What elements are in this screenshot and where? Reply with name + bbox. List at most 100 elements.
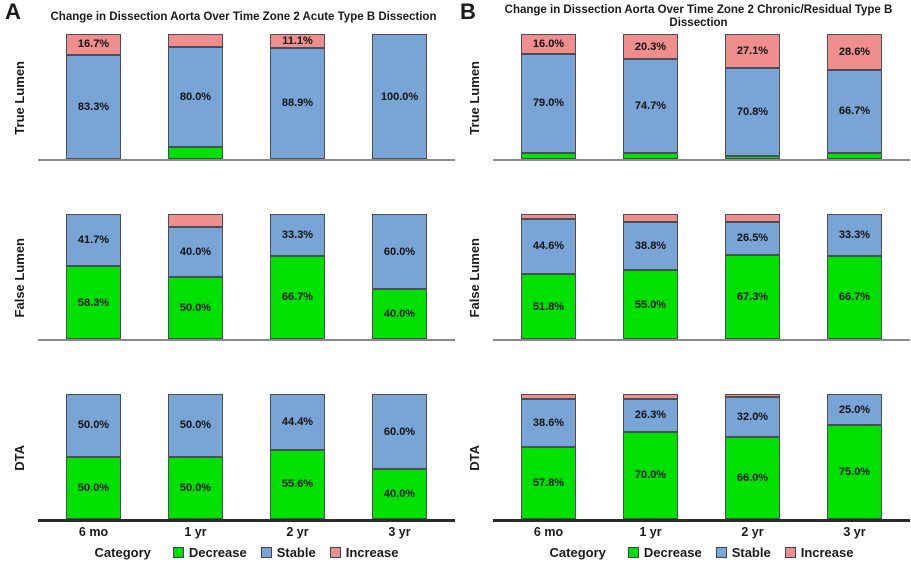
segment-decrease: 51.8%: [521, 274, 576, 339]
plot-area: 38.6% 57.8% 26.3% 70.0% 32.0% 66.0% 25.0% 75.0%: [493, 394, 910, 522]
legend-swatch-increase-icon: [329, 546, 341, 558]
stacked-bar-6-mo: 16.7% 83.3%: [66, 34, 121, 159]
segment-stable: 50.0%: [168, 394, 223, 457]
legend-swatch-increase-icon: [784, 546, 796, 558]
x-tick-label-3-yr: 3 yr: [843, 525, 866, 539]
stacked-bar-1-yr: 80.0%: [168, 34, 223, 159]
segment-value-label: 55.6%: [281, 478, 314, 491]
segment-decrease: 57.8%: [521, 446, 576, 519]
segment-increase: [725, 394, 780, 397]
segment-stable: 32.0%: [725, 396, 780, 437]
panel-title-text: Change in Dissection Aorta Over Time Zon…: [504, 4, 893, 29]
legend-item-decrease: Decrease: [172, 545, 247, 560]
panel-title: Change in Dissection Aorta Over Time Zon…: [32, 0, 455, 34]
segment-value-label: 38.6%: [532, 416, 565, 429]
stacked-bar-2-yr: 27.1% 70.8%: [725, 34, 780, 159]
y-axis-label: DTA: [11, 445, 27, 471]
segment-value-label: 33.3%: [281, 228, 314, 241]
segment-value-label: 40.0%: [383, 308, 416, 320]
x-tick-label-2-yr: 2 yr: [741, 525, 764, 539]
bars-group: 41.7% 58.3% 40.0% 50.0% 33.3% 66.7% 60.0% 40.0%: [38, 214, 455, 339]
baseline-axis-line: [38, 159, 455, 161]
segment-value-label: 66.7%: [281, 291, 314, 304]
panel-letter: B: [460, 0, 476, 24]
legend-label: Decrease: [643, 544, 702, 560]
bars-group: 44.6% 51.8% 38.8% 55.0% 26.5% 67.3% 33.3% 66.7%: [493, 214, 910, 339]
x-tick-label-6-mo: 6 mo: [533, 525, 564, 539]
segment-value-label: 16.0%: [532, 38, 565, 50]
segment-decrease: [725, 156, 780, 159]
segment-increase: [623, 394, 678, 399]
segment-value-label: 26.3%: [634, 409, 667, 422]
segment-decrease: 66.7%: [827, 255, 882, 339]
segment-value-label: 50.0%: [179, 419, 212, 432]
y-axis-label-column: DTA: [0, 394, 38, 522]
segment-value-label: 16.7%: [77, 38, 110, 51]
stacked-bar-2-yr: 26.5% 67.3%: [725, 214, 780, 339]
segment-value-label: 20.3%: [634, 40, 667, 53]
segment-value-label: 88.9%: [281, 97, 314, 110]
segment-value-label: 26.5%: [736, 232, 769, 245]
segment-value-label: 60.0%: [383, 245, 416, 258]
segment-increase: 28.6%: [827, 34, 882, 70]
bars-group: 16.7% 83.3% 80.0% 11.1% 88.9% 100.0%: [38, 34, 455, 159]
segment-value-label: 50.0%: [77, 419, 110, 432]
segment-value-label: 50.0%: [179, 481, 212, 494]
stacked-bar-2-yr: 11.1% 88.9%: [270, 34, 325, 159]
segment-stable: 25.0%: [827, 394, 882, 426]
chart-row-true-lumen: True Lumen 16.0% 79.0% 20.3% 74.7% 27.1% 70.8%…: [455, 34, 910, 161]
plot-area: 16.7% 83.3% 80.0% 11.1% 88.9% 100.0%: [38, 34, 455, 161]
segment-decrease: 66.7%: [270, 255, 325, 339]
legend: Category Decrease Stable Increase: [38, 542, 455, 562]
segment-stable: 80.0%: [168, 46, 223, 147]
stacked-bar-3-yr: 33.3% 66.7%: [827, 214, 882, 339]
plot-area: 50.0% 50.0% 50.0% 50.0% 44.4% 55.6% 60.0% 40.0%: [38, 394, 455, 522]
y-axis-label: False Lumen: [11, 237, 27, 318]
y-axis-label: True Lumen: [11, 60, 27, 135]
segment-stable: 38.8%: [623, 221, 678, 271]
panel-letter: A: [5, 0, 21, 24]
segment-stable: 74.7%: [623, 59, 678, 153]
y-axis-label-column: True Lumen: [455, 34, 493, 161]
segment-stable: 88.9%: [270, 47, 325, 159]
segment-value-label: 28.6%: [838, 45, 871, 58]
segment-stable: 83.3%: [66, 54, 121, 159]
segment-value-label: 33.3%: [838, 228, 871, 241]
segment-stable: 60.0%: [372, 394, 427, 469]
segment-stable: 38.6%: [521, 398, 576, 447]
segment-stable: 26.5%: [725, 221, 780, 255]
chart-row-true-lumen: True Lumen 16.7% 83.3% 80.0% 11.1% 88.9% 100.0…: [0, 34, 455, 161]
segment-value-label: 57.8%: [532, 476, 565, 489]
segment-increase: 16.7%: [66, 34, 121, 55]
segment-increase: 20.3%: [623, 34, 678, 60]
segment-value-label: 40.0%: [383, 488, 416, 500]
segment-value-label: 55.0%: [634, 298, 667, 311]
x-tick-label-1-yr: 1 yr: [184, 525, 207, 539]
segment-increase: [521, 214, 576, 219]
segment-decrease: 55.6%: [270, 449, 325, 519]
chart-row-dta: DTA 38.6% 57.8% 26.3% 70.0% 32.0% 66.0% 25.0% 75…: [455, 394, 910, 522]
segment-increase: [168, 214, 223, 227]
stacked-bar-2-yr: 44.4% 55.6%: [270, 394, 325, 519]
segment-stable: 44.6%: [521, 218, 576, 275]
segment-value-label: 44.4%: [281, 415, 314, 428]
stacked-bar-3-yr: 28.6% 66.7%: [827, 34, 882, 159]
y-axis-label: True Lumen: [466, 60, 482, 135]
segment-value-label: 38.8%: [634, 240, 667, 252]
panel-a: A Change in Dissection Aorta Over Time Zo…: [0, 0, 455, 564]
segment-value-label: 74.7%: [634, 100, 667, 113]
segment-decrease: 50.0%: [168, 276, 223, 339]
stacked-bar-1-yr: 50.0% 50.0%: [168, 394, 223, 519]
chart-row-false-lumen: False Lumen 44.6% 51.8% 38.8% 55.0% 26.5% 67.3…: [455, 214, 910, 341]
segment-stable: 44.4%: [270, 394, 325, 450]
stacked-bar-6-mo: 38.6% 57.8%: [521, 394, 576, 519]
x-tick-label-1-yr: 1 yr: [639, 525, 662, 539]
legend-label: Stable: [276, 544, 316, 560]
segment-value-label: 25.0%: [838, 403, 871, 416]
segment-stable: 40.0%: [168, 226, 223, 277]
segment-decrease: 40.0%: [372, 289, 427, 339]
segment-decrease: [521, 152, 576, 159]
segment-stable: 50.0%: [66, 394, 121, 457]
segment-value-label: 11.1%: [282, 34, 313, 47]
legend-title: Category: [549, 544, 606, 560]
